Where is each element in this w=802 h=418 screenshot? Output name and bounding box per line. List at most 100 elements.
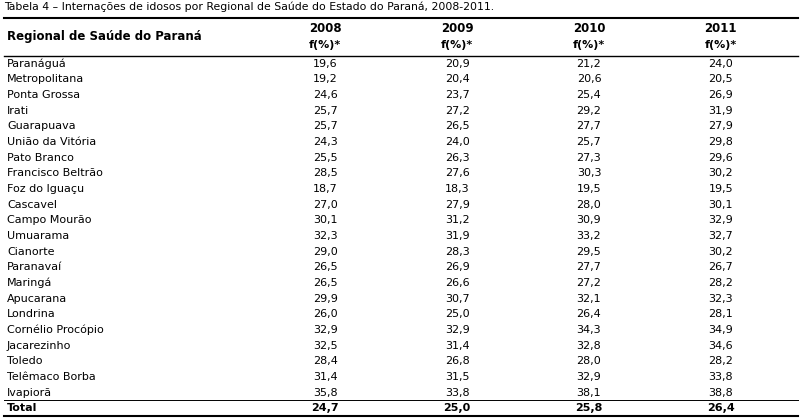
Text: 30,1: 30,1 [313, 215, 338, 225]
Text: 31,2: 31,2 [445, 215, 469, 225]
Text: 27,7: 27,7 [577, 263, 602, 272]
Text: 34,6: 34,6 [708, 341, 733, 351]
Text: 28,0: 28,0 [577, 200, 602, 210]
Text: 32,8: 32,8 [577, 341, 602, 351]
Text: f(%)*: f(%)* [573, 41, 605, 50]
Text: Cascavel: Cascavel [7, 200, 57, 210]
Text: Maringá: Maringá [7, 278, 52, 288]
Text: 27,2: 27,2 [445, 106, 470, 116]
Text: Toledo: Toledo [7, 356, 43, 366]
Text: 26,4: 26,4 [707, 403, 735, 413]
Text: 28,5: 28,5 [313, 168, 338, 178]
Text: 26,5: 26,5 [445, 122, 469, 131]
Text: 28,4: 28,4 [313, 356, 338, 366]
Text: 26,7: 26,7 [708, 263, 733, 272]
Text: 30,2: 30,2 [708, 168, 733, 178]
Text: Regional de Saúde do Paraná: Regional de Saúde do Paraná [7, 31, 202, 43]
Text: Metropolitana: Metropolitana [7, 74, 84, 84]
Text: Tabela 4 – Internações de idosos por Regional de Saúde do Estado do Paraná, 2008: Tabela 4 – Internações de idosos por Reg… [4, 2, 494, 13]
Text: 23,7: 23,7 [445, 90, 469, 100]
Text: 29,6: 29,6 [708, 153, 733, 163]
Text: 29,9: 29,9 [313, 293, 338, 303]
Text: Londrina: Londrina [7, 309, 56, 319]
Text: f(%)*: f(%)* [310, 41, 342, 50]
Text: 19,5: 19,5 [577, 184, 602, 194]
Text: 29,8: 29,8 [708, 137, 733, 147]
Text: 28,2: 28,2 [708, 278, 733, 288]
Text: 21,2: 21,2 [577, 59, 602, 69]
Text: Cornélio Procópio: Cornélio Procópio [7, 325, 103, 335]
Text: 2011: 2011 [704, 22, 737, 35]
Text: 32,3: 32,3 [708, 293, 733, 303]
Text: 29,2: 29,2 [577, 106, 602, 116]
Text: Total: Total [7, 403, 38, 413]
Text: 31,4: 31,4 [445, 341, 469, 351]
Text: 27,9: 27,9 [708, 122, 733, 131]
Text: 24,0: 24,0 [708, 59, 733, 69]
Text: 33,2: 33,2 [577, 231, 602, 241]
Text: 24,6: 24,6 [313, 90, 338, 100]
Text: Paranáguá: Paranáguá [7, 59, 67, 69]
Text: f(%)*: f(%)* [705, 41, 737, 50]
Text: 24,0: 24,0 [445, 137, 469, 147]
Text: 27,0: 27,0 [313, 200, 338, 210]
Text: 32,1: 32,1 [577, 293, 602, 303]
Text: Umuarama: Umuarama [7, 231, 69, 241]
Text: Cianorte: Cianorte [7, 247, 55, 257]
Text: 26,0: 26,0 [313, 309, 338, 319]
Text: 26,4: 26,4 [577, 309, 602, 319]
Text: 19,2: 19,2 [313, 74, 338, 84]
Text: 33,8: 33,8 [445, 387, 469, 398]
Text: 32,9: 32,9 [577, 372, 602, 382]
Text: Campo Mourão: Campo Mourão [7, 215, 91, 225]
Text: 32,9: 32,9 [445, 325, 469, 335]
Text: 34,9: 34,9 [708, 325, 733, 335]
Text: Foz do Iguaçu: Foz do Iguaçu [7, 184, 84, 194]
Text: 18,3: 18,3 [445, 184, 469, 194]
Text: 25,7: 25,7 [313, 106, 338, 116]
Text: Guarapuava: Guarapuava [7, 122, 75, 131]
Text: 31,4: 31,4 [313, 372, 338, 382]
Text: Irati: Irati [7, 106, 29, 116]
Text: 26,9: 26,9 [708, 90, 733, 100]
Text: 29,0: 29,0 [313, 247, 338, 257]
Text: 26,9: 26,9 [445, 263, 469, 272]
Text: 2008: 2008 [309, 22, 342, 35]
Text: 19,6: 19,6 [313, 59, 338, 69]
Text: 38,8: 38,8 [708, 387, 733, 398]
Text: Paranavaí: Paranavaí [7, 263, 63, 272]
Text: 2009: 2009 [441, 22, 473, 35]
Text: 27,3: 27,3 [577, 153, 602, 163]
Text: 20,5: 20,5 [708, 74, 733, 84]
Text: Jacarezinho: Jacarezinho [7, 341, 71, 351]
Text: 27,7: 27,7 [577, 122, 602, 131]
Text: Ivapiorã: Ivapiorã [7, 387, 52, 398]
Text: 28,0: 28,0 [577, 356, 602, 366]
Text: 32,5: 32,5 [313, 341, 338, 351]
Text: 34,3: 34,3 [577, 325, 602, 335]
Text: Francisco Beltrão: Francisco Beltrão [7, 168, 103, 178]
Text: 26,6: 26,6 [445, 278, 469, 288]
Text: 31,9: 31,9 [445, 231, 469, 241]
Text: 33,8: 33,8 [708, 372, 733, 382]
Text: 28,3: 28,3 [445, 247, 469, 257]
Text: 25,4: 25,4 [577, 90, 602, 100]
Text: 30,3: 30,3 [577, 168, 602, 178]
Text: 25,5: 25,5 [313, 153, 338, 163]
Text: 27,9: 27,9 [445, 200, 470, 210]
Text: 25,7: 25,7 [313, 122, 338, 131]
Text: 38,1: 38,1 [577, 387, 602, 398]
Text: 35,8: 35,8 [313, 387, 338, 398]
Text: f(%)*: f(%)* [441, 41, 473, 50]
Text: 30,9: 30,9 [577, 215, 602, 225]
Text: Apucarana: Apucarana [7, 293, 67, 303]
Text: 26,5: 26,5 [313, 263, 338, 272]
Text: 31,5: 31,5 [445, 372, 469, 382]
Text: 32,3: 32,3 [313, 231, 338, 241]
Text: 25,7: 25,7 [577, 137, 602, 147]
Text: 24,7: 24,7 [311, 403, 339, 413]
Text: Pato Branco: Pato Branco [7, 153, 74, 163]
Text: 31,9: 31,9 [708, 106, 733, 116]
Text: 28,2: 28,2 [708, 356, 733, 366]
Text: 20,4: 20,4 [445, 74, 469, 84]
